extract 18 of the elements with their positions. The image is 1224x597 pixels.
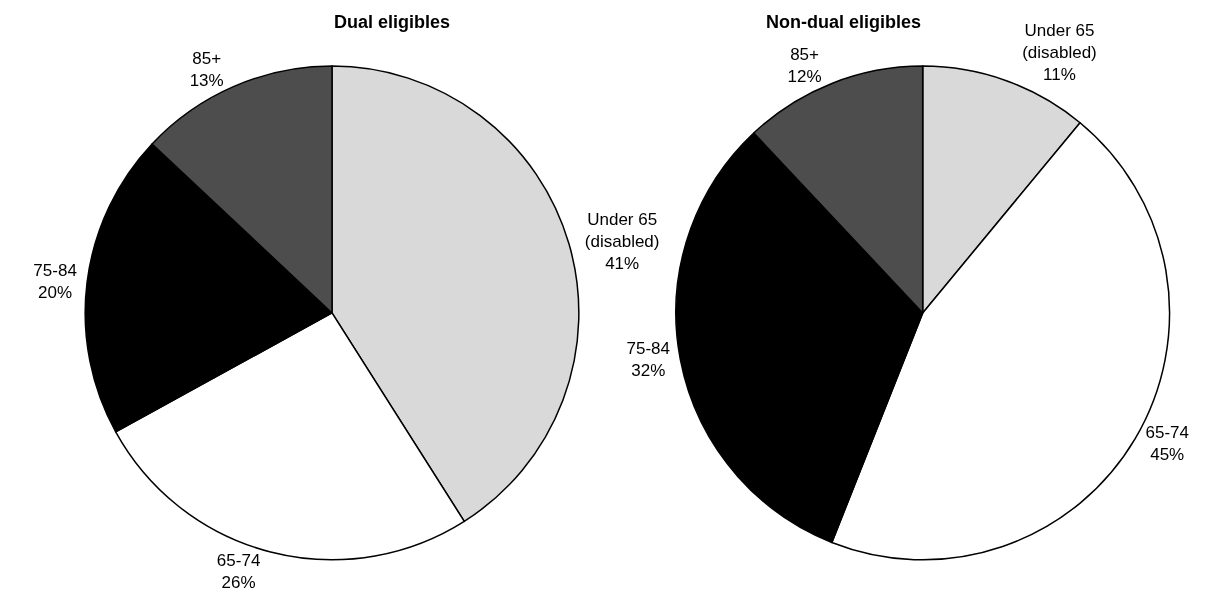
chart-title: Dual eligibles xyxy=(334,12,451,32)
slice-label: 75-84 xyxy=(33,261,77,281)
data-label: 20% xyxy=(38,283,73,303)
data-label: 11% xyxy=(1043,65,1076,85)
data-label: 12% xyxy=(787,67,822,87)
slice-label: 75-84 xyxy=(626,339,670,359)
slice-label: 65-74 xyxy=(1145,423,1189,443)
data-label: 45% xyxy=(1150,445,1185,465)
slice-label: 65-74 xyxy=(216,550,261,570)
data-label: 32% xyxy=(631,361,666,381)
slice-label: Under 65 (disabled) xyxy=(584,210,660,252)
slice-label: 85+ xyxy=(790,45,820,65)
chart-title: Non-dual eligibles xyxy=(766,12,922,32)
slice-label: Under 65 (disabled) xyxy=(1022,21,1097,63)
data-label: 13% xyxy=(189,70,224,90)
slice-label: 85+ xyxy=(192,48,222,68)
data-label: 26% xyxy=(221,572,256,592)
data-label: 41% xyxy=(605,254,640,274)
